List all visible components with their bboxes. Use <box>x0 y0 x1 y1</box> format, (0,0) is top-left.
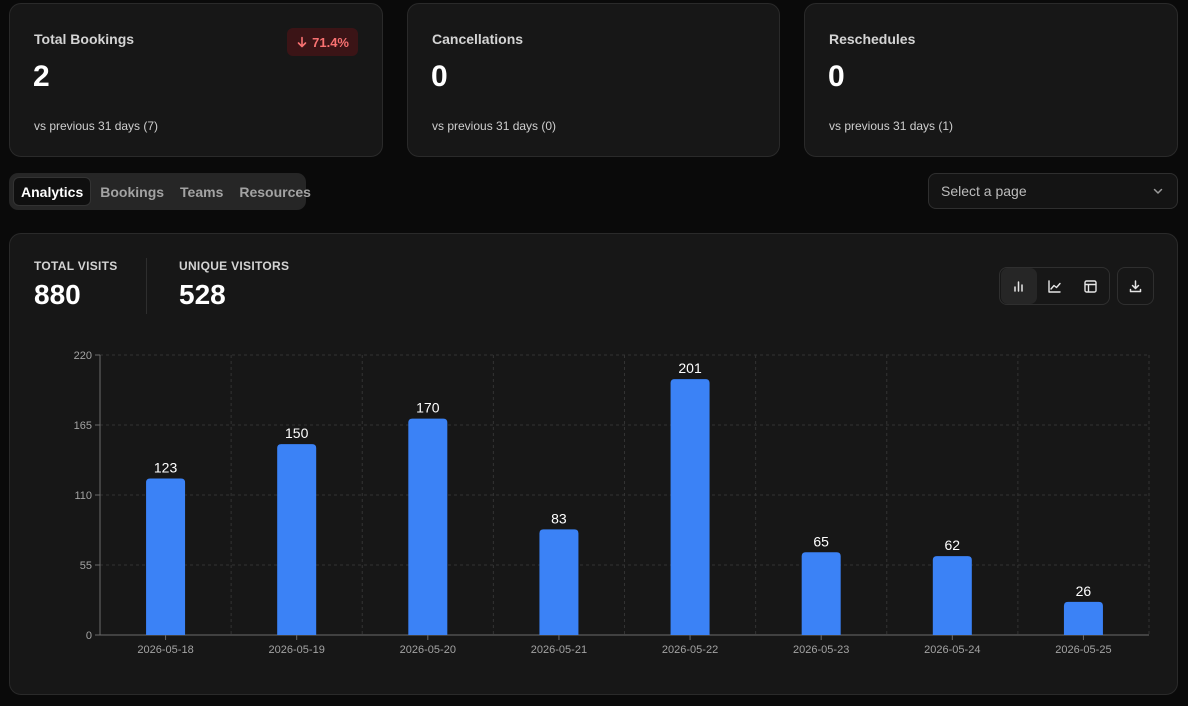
metric-value: 528 <box>179 279 226 310</box>
y-tick-label: 110 <box>74 490 92 502</box>
metric-label: UNIQUE VISITORS <box>179 259 290 273</box>
metric-total-visits: TOTAL VISITS 880 <box>34 259 118 311</box>
tab-bookings[interactable]: Bookings <box>100 183 165 200</box>
chart-bar <box>1063 601 1103 635</box>
chart-view-toggle <box>999 267 1110 305</box>
tab-analytics[interactable]: Analytics <box>13 177 92 206</box>
stat-label: Reschedules <box>829 31 916 47</box>
data-label: 62 <box>945 537 961 553</box>
chart-bar <box>932 556 972 635</box>
chart-bar <box>408 418 448 635</box>
y-tick-label: 165 <box>74 420 92 432</box>
table-icon <box>1083 279 1097 293</box>
x-tick-label: 2026-05-24 <box>924 644 980 656</box>
download-icon <box>1129 279 1142 292</box>
data-label: 150 <box>285 425 309 441</box>
tab-teams[interactable]: Teams <box>180 183 224 200</box>
y-tick-label: 220 <box>74 350 92 362</box>
chart-bar <box>146 478 186 635</box>
x-tick-label: 2026-05-20 <box>400 644 456 656</box>
bar-chart-view-button[interactable] <box>1001 268 1037 304</box>
chart-bar <box>801 552 841 635</box>
bar-chart: 0 55 110 165 220 123 2026-05-18 150 2026-05-19 17… <box>74 350 1150 656</box>
analytics-chart-card: TOTAL VISITS 880 UNIQUE VISITORS 528 0 55… <box>9 233 1178 695</box>
x-tick-label: 2026-05-22 <box>662 644 718 656</box>
tab-bar: Analytics Bookings Teams Resources <box>9 173 311 210</box>
chart-bar <box>539 529 579 635</box>
stat-card-cancellations: Cancellations 0 vs previous 31 days (0) <box>407 3 780 157</box>
chevron-down-icon <box>1153 188 1163 194</box>
metric-label: TOTAL VISITS <box>34 259 118 273</box>
x-tick-label: 2026-05-23 <box>793 644 849 656</box>
data-label: 170 <box>416 400 440 416</box>
bar-chart-icon <box>1014 280 1024 292</box>
data-label: 123 <box>154 459 178 475</box>
table-view-button[interactable] <box>1072 268 1108 304</box>
download-button[interactable] <box>1117 267 1154 305</box>
stat-compare: vs previous 31 days (1) <box>829 119 954 133</box>
x-tick-label: 2026-05-21 <box>531 644 587 656</box>
y-tick-label: 0 <box>86 630 92 642</box>
stat-value: 2 <box>33 60 50 93</box>
stat-compare: vs previous 31 days (7) <box>34 119 159 133</box>
stat-compare: vs previous 31 days (0) <box>432 119 557 133</box>
chart-bar <box>277 444 317 635</box>
metric-value: 880 <box>34 279 81 310</box>
stat-label: Cancellations <box>432 31 524 47</box>
stat-label: Total Bookings <box>34 31 135 47</box>
delta-badge: 71.4% <box>287 28 358 56</box>
stat-card-reschedules: Reschedules 0 vs previous 31 days (1) <box>804 3 1178 157</box>
metric-unique-visitors: UNIQUE VISITORS 528 <box>179 259 289 311</box>
stat-card-total-bookings: Total Bookings 71.4% 2 vs previous 31 da… <box>9 3 383 157</box>
x-tick-label: 2026-05-18 <box>137 644 193 656</box>
line-chart-view-button[interactable] <box>1037 268 1073 304</box>
line-chart-icon <box>1048 279 1061 293</box>
stat-value: 0 <box>431 60 448 93</box>
chart-bar <box>670 379 710 635</box>
tab-resources[interactable]: Resources <box>239 183 311 200</box>
page-select-placeholder: Select a page <box>941 183 1027 199</box>
stat-value: 0 <box>828 60 845 93</box>
data-label: 201 <box>678 360 702 376</box>
x-tick-label: 2026-05-25 <box>1055 644 1111 656</box>
metric-divider <box>146 258 147 314</box>
data-label: 65 <box>813 533 829 549</box>
arrow-down-icon <box>297 36 307 48</box>
page-select[interactable]: Select a page <box>928 173 1178 209</box>
y-tick-label: 55 <box>80 560 92 572</box>
x-tick-label: 2026-05-19 <box>269 644 325 656</box>
data-label: 26 <box>1076 583 1092 599</box>
delta-value: 71.4% <box>312 34 349 50</box>
data-label: 83 <box>551 510 567 526</box>
